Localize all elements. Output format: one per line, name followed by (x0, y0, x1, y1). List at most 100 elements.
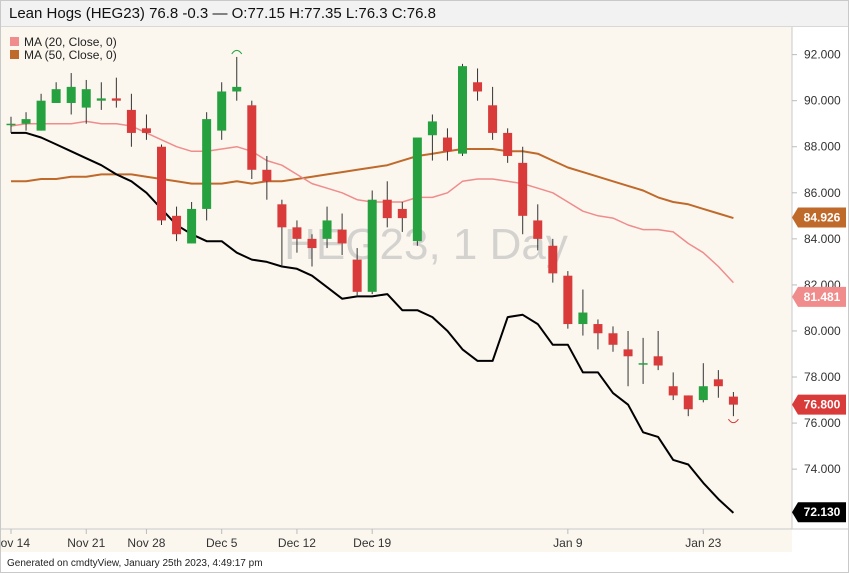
candle[interactable] (66, 73, 76, 115)
candle[interactable] (563, 271, 573, 329)
candle[interactable] (262, 155, 272, 200)
candle[interactable] (728, 391, 738, 417)
candle-body (277, 204, 287, 228)
y-tick-label: 78.000 (804, 370, 841, 384)
candle-body (653, 356, 663, 366)
candle-body (367, 199, 377, 292)
candle[interactable] (593, 319, 603, 350)
candle[interactable] (442, 128, 452, 161)
candle[interactable] (638, 337, 648, 384)
candle-body (217, 91, 227, 131)
candle[interactable] (337, 213, 347, 255)
candle[interactable] (187, 202, 197, 244)
candle[interactable] (683, 395, 693, 417)
candle-body (21, 119, 31, 124)
y-tick-label: 90.000 (804, 94, 841, 108)
candle[interactable] (352, 248, 362, 297)
candle-body (6, 123, 16, 126)
price-tag: 76.800 (792, 394, 846, 415)
candle[interactable] (292, 220, 302, 253)
y-tick-label: 88.000 (804, 140, 841, 154)
candle-body (51, 89, 61, 103)
candle[interactable] (111, 77, 121, 108)
candle[interactable] (397, 202, 407, 232)
candle-body (66, 86, 76, 103)
candle[interactable] (247, 100, 257, 179)
candle-body (488, 105, 498, 133)
candle[interactable] (367, 190, 377, 295)
candle[interactable] (548, 238, 558, 283)
price-tag-label: 84.926 (804, 211, 841, 225)
candle[interactable] (172, 206, 182, 242)
candle-body (608, 333, 618, 345)
legend-entry-ma50: MA (50, Close, 0) (24, 48, 117, 62)
candle[interactable] (217, 82, 227, 140)
candle[interactable] (141, 114, 151, 140)
candle-body (232, 86, 242, 92)
candle[interactable] (96, 82, 106, 110)
candle[interactable] (322, 206, 332, 249)
candle[interactable] (307, 234, 317, 267)
candle[interactable] (81, 79, 91, 124)
candle[interactable] (126, 93, 136, 147)
candle-body (713, 379, 723, 387)
legend-swatch-ma20 (10, 37, 19, 46)
candle-body (593, 324, 603, 334)
price-tag: 72.130 (792, 502, 846, 523)
candle[interactable] (232, 56, 242, 101)
candle-body (337, 229, 347, 244)
candle-body (126, 109, 136, 133)
y-tick-label: 74.000 (804, 462, 841, 476)
price-tag: 84.926 (792, 207, 846, 228)
candle[interactable] (608, 326, 618, 352)
candle[interactable] (713, 370, 723, 398)
candle[interactable] (21, 112, 31, 131)
candle[interactable] (473, 68, 483, 101)
candle[interactable] (458, 63, 467, 156)
price-tag: 81.481 (792, 286, 846, 307)
candle-body (623, 349, 633, 357)
candle[interactable] (202, 112, 212, 221)
session-high-marker (231, 49, 243, 55)
candle[interactable] (533, 204, 543, 251)
candle-body (578, 312, 588, 325)
x-tick-label: Nov 21 (67, 536, 105, 550)
candle[interactable] (698, 363, 708, 403)
candle[interactable] (578, 289, 588, 336)
candle[interactable] (503, 128, 513, 163)
footer-generated: Generated on cmdtyView, January 25th 202… (7, 558, 263, 569)
price-tag-box (792, 207, 846, 228)
candle[interactable] (36, 93, 46, 131)
candle[interactable] (382, 181, 392, 228)
legend-swatch-ma50 (10, 50, 19, 59)
candle-body (473, 82, 483, 92)
y-tick-label: 92.000 (804, 48, 841, 62)
candle[interactable] (427, 114, 437, 161)
candle[interactable] (518, 146, 528, 235)
legend: MA (20, Close, 0) MA (50, Close, 0) (10, 35, 117, 62)
x-tick-label: Dec 12 (278, 536, 316, 550)
candle[interactable] (623, 330, 633, 387)
candle[interactable] (488, 86, 498, 140)
candle[interactable] (51, 82, 61, 103)
candle-body (307, 238, 317, 249)
candle-body (96, 98, 106, 101)
candle[interactable] (6, 116, 16, 133)
candle-body (548, 245, 558, 274)
chart-title: Lean Hogs (HEG23) 76.8 -0.3 — O:77.15 H:… (9, 5, 436, 22)
ma50-line (11, 148, 734, 220)
price-tag-label: 72.130 (804, 505, 841, 519)
candle[interactable] (277, 199, 287, 267)
candle[interactable] (668, 372, 678, 401)
candle-body (141, 128, 151, 133)
candle-body (172, 215, 182, 235)
session-low-marker (727, 418, 739, 424)
x-tick-label: Nov 14 (1, 536, 30, 550)
candle-body (292, 227, 302, 239)
candle[interactable] (653, 330, 663, 371)
candle[interactable] (157, 144, 166, 226)
candle[interactable] (412, 137, 422, 246)
price-tag-box (792, 286, 846, 307)
